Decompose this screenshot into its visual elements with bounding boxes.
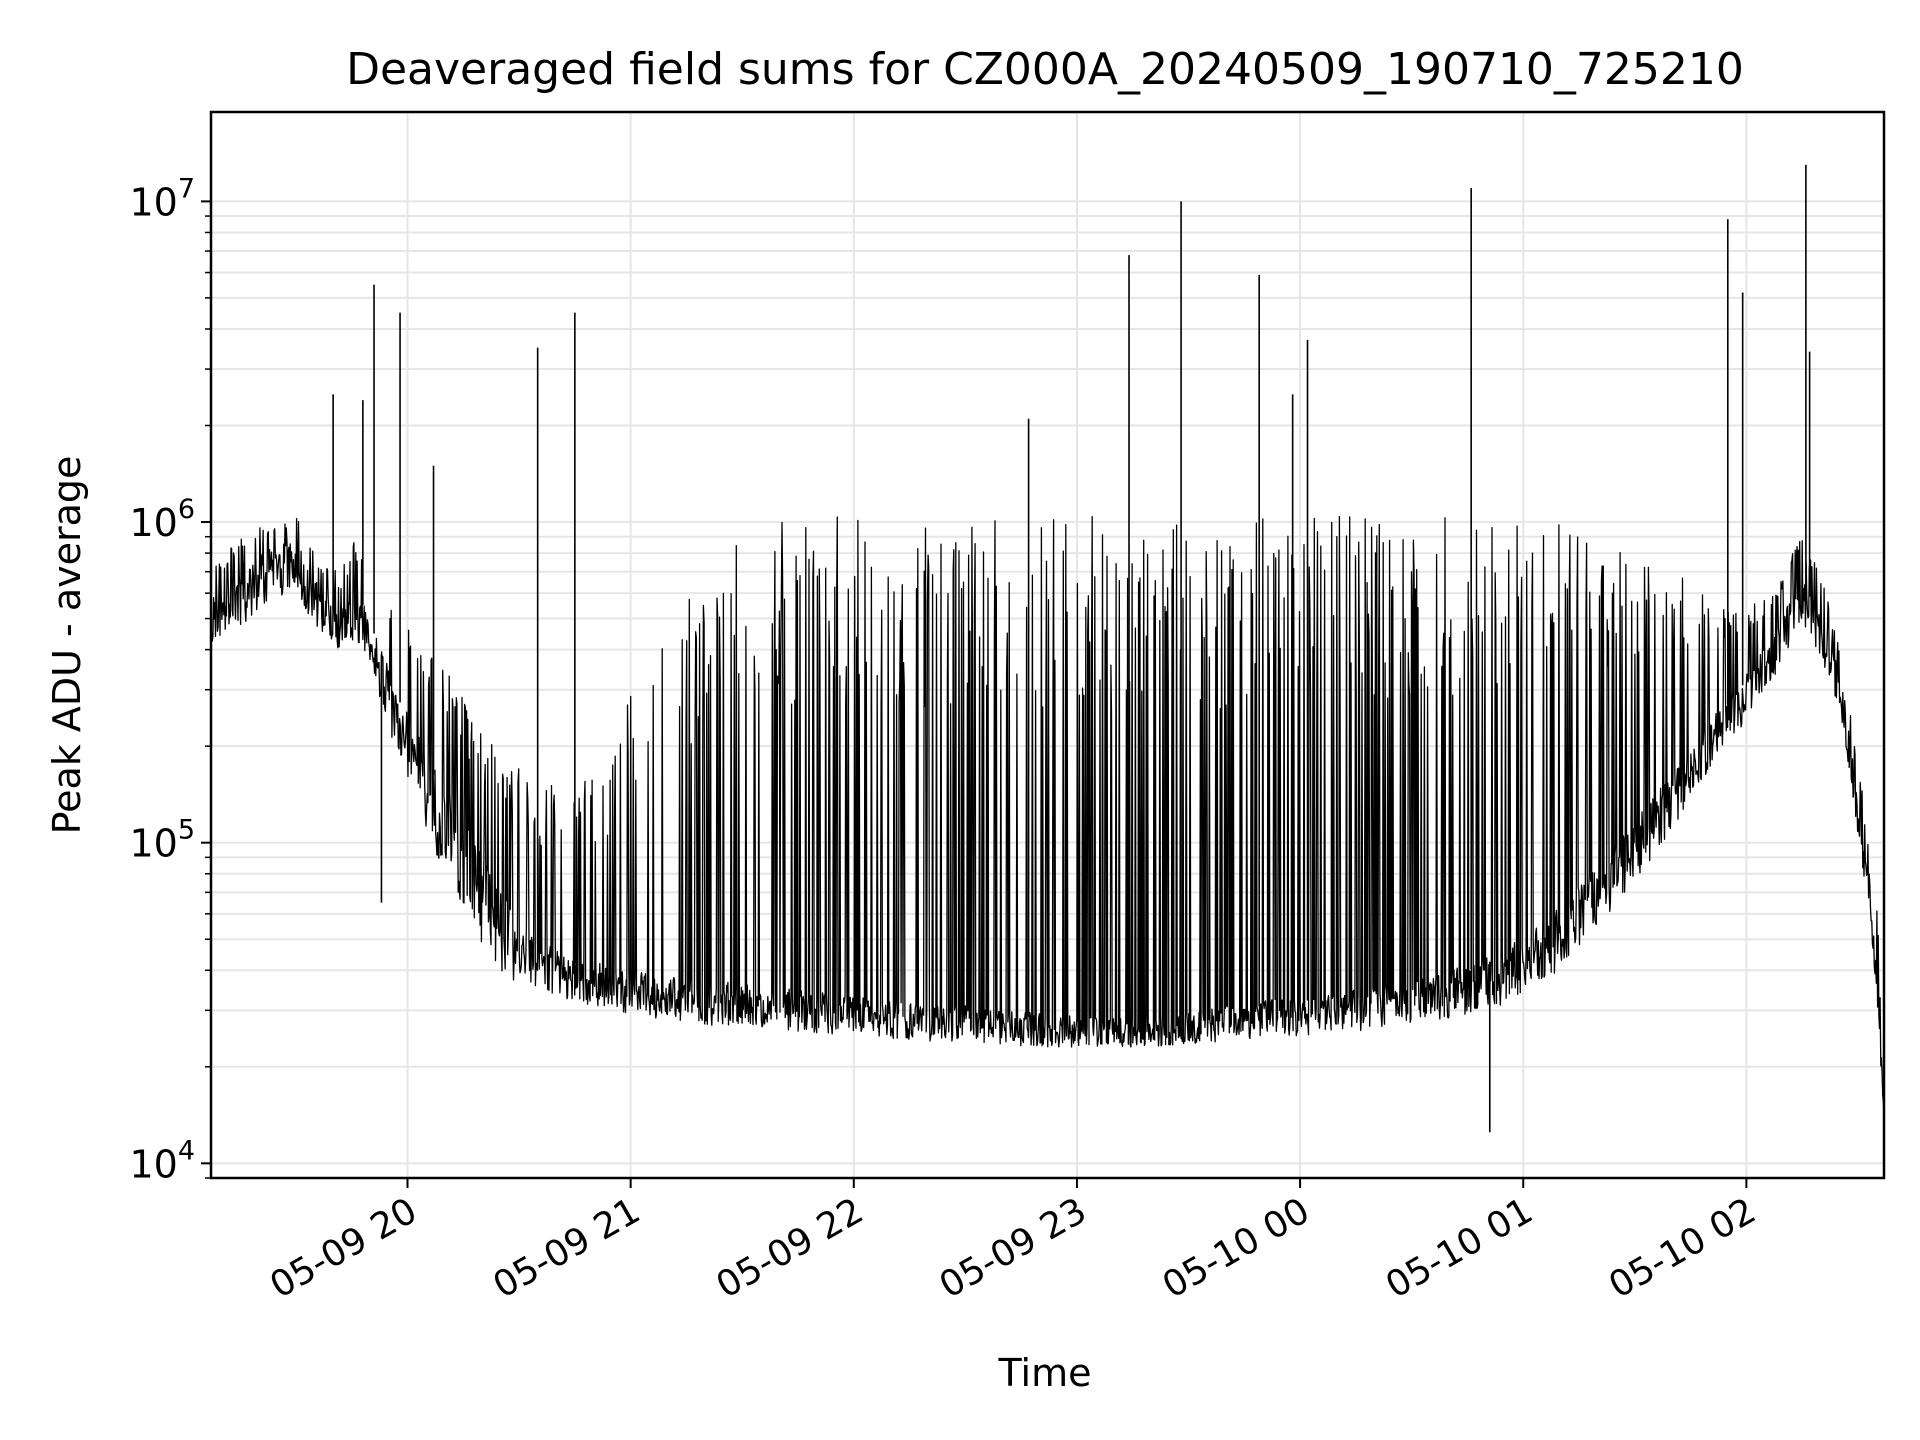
gridlines: [211, 112, 1884, 1179]
x-axis-label: Time: [998, 1351, 1092, 1395]
y-axis-label: Peak ADU - average: [45, 456, 89, 835]
y-axis: 104 105 106 107: [129, 173, 211, 1186]
y-tick-label: 107: [129, 173, 195, 224]
chart-title: Deaveraged field sums for CZ000A_2024050…: [346, 44, 1744, 95]
series-line: [210, 515, 1885, 1117]
y-tick-label: 106: [129, 494, 195, 545]
y-tick-label: 105: [129, 815, 195, 866]
plot-frame: [209, 110, 1886, 1180]
data-series: [210, 164, 1885, 1133]
y-tick-label: 104: [129, 1135, 195, 1186]
